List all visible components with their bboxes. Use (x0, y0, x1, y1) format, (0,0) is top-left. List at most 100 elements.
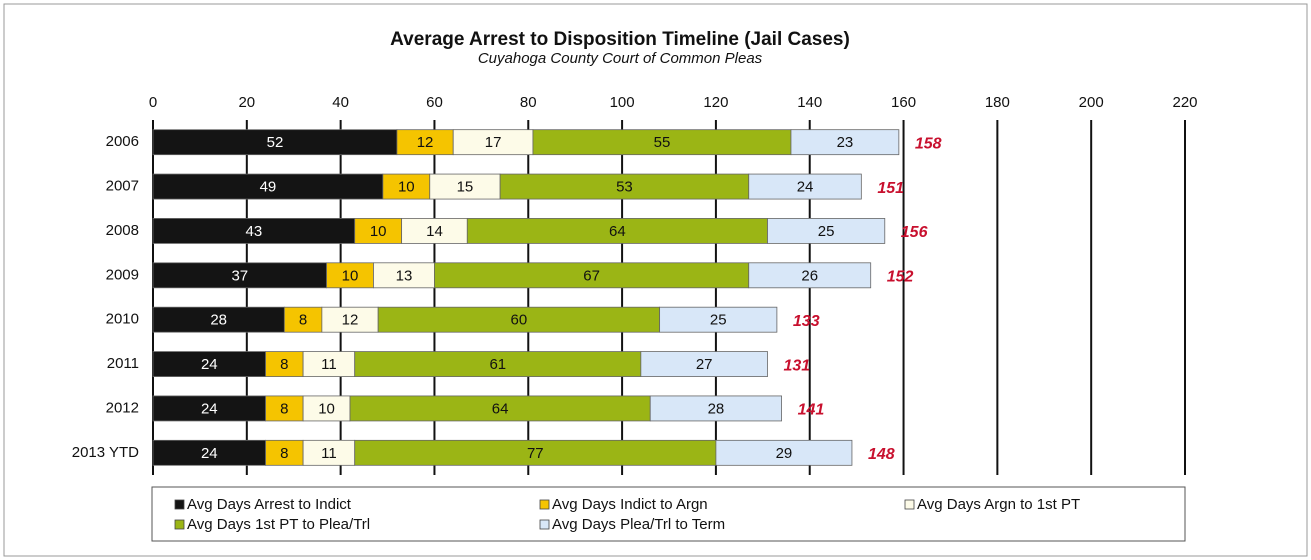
data-label: 24 (201, 445, 218, 462)
x-tick-label: 120 (703, 94, 728, 111)
x-tick-label: 160 (891, 94, 916, 111)
data-label: 14 (426, 223, 443, 240)
bar-segment (265, 395, 304, 422)
bar-segment (659, 306, 778, 333)
data-label: 11 (321, 445, 337, 462)
chart-title: Average Arrest to Disposition Timeline (… (390, 29, 850, 50)
x-tick-label: 80 (520, 94, 537, 111)
legend-swatch (539, 519, 550, 530)
x-tick-label: 200 (1079, 94, 1104, 111)
total-label: 152 (887, 269, 914, 286)
data-label: 13 (396, 267, 413, 284)
y-tick-label: 2009 (106, 266, 139, 283)
data-label: 10 (342, 267, 359, 284)
legend-box (151, 486, 1186, 542)
data-label: 49 (260, 179, 277, 196)
data-label: 12 (417, 134, 434, 151)
y-tick-label: 2012 (106, 399, 139, 416)
x-tick-label: 220 (1172, 94, 1197, 111)
data-label: 8 (299, 312, 307, 329)
bar-segment (354, 218, 403, 244)
total-label: 131 (784, 357, 811, 374)
bar-segment (790, 129, 900, 156)
legend-label: Avg Days Arrest to Indict (187, 496, 352, 513)
data-label: 17 (485, 134, 502, 151)
y-tick-label: 2008 (106, 222, 139, 239)
data-label: 10 (318, 400, 335, 417)
data-label: 10 (398, 179, 415, 196)
y-tick-label: 2013 YTD (72, 444, 139, 461)
x-tick-label: 140 (797, 94, 822, 111)
bar-segment (349, 395, 651, 422)
bar-segment (532, 129, 792, 156)
bar-segment (382, 173, 431, 200)
x-tick-label: 100 (610, 94, 635, 111)
legend-swatch (539, 499, 550, 510)
y-tick-label: 2007 (106, 178, 139, 195)
bar-segment (152, 351, 266, 377)
legend-swatch (174, 499, 185, 510)
total-label: 151 (877, 180, 904, 197)
bar-segment (748, 262, 872, 289)
y-tick-label: 2006 (106, 133, 139, 150)
bar-segment (640, 351, 768, 377)
bar-segment (401, 218, 468, 244)
bar-segment (152, 129, 398, 156)
data-label: 24 (201, 356, 218, 373)
bar-segment (767, 218, 886, 244)
legend-label: Avg Days Plea/Trl to Term (552, 516, 725, 533)
bar-segment (152, 218, 356, 244)
data-label: 8 (280, 445, 288, 462)
bar-segment (466, 218, 768, 244)
data-label: 64 (492, 400, 509, 417)
data-label: 8 (280, 400, 288, 417)
bar-segment (452, 129, 534, 156)
data-label: 53 (616, 179, 633, 196)
bar-segment (649, 395, 782, 422)
data-label: 28 (210, 312, 227, 329)
bar-segment (326, 262, 374, 289)
total-label: 141 (798, 402, 825, 419)
bar-segment (748, 173, 862, 200)
data-label: 29 (776, 445, 793, 462)
x-tick-label: 180 (985, 94, 1010, 111)
data-label: 64 (609, 223, 626, 240)
bar-segment (354, 351, 642, 377)
bar-segment (499, 173, 750, 200)
bar-segment (302, 395, 351, 422)
y-tick-label: 2011 (107, 355, 139, 372)
data-label: 77 (527, 445, 544, 462)
bar-segment (265, 439, 304, 466)
y-tick-label: 2010 (106, 311, 139, 328)
bar-segment (302, 439, 356, 466)
x-tick-label: 40 (332, 94, 349, 111)
bar-segment (396, 129, 454, 156)
data-label: 24 (201, 400, 218, 417)
x-tick-label: 0 (149, 94, 157, 111)
data-label: 12 (342, 312, 359, 329)
data-label: 23 (837, 134, 854, 151)
data-label: 37 (231, 267, 248, 284)
total-label: 158 (915, 135, 942, 152)
data-label: 15 (457, 179, 474, 196)
bar-segment (377, 306, 661, 333)
data-label: 8 (280, 356, 288, 373)
data-label: 60 (511, 312, 528, 329)
total-label: 148 (868, 446, 895, 463)
legend-swatch (904, 499, 915, 510)
bar-segment (321, 306, 379, 333)
legend-label: Avg Days Argn to 1st PT (917, 496, 1080, 513)
data-label: 10 (370, 223, 387, 240)
data-label: 11 (321, 356, 337, 373)
total-label: 156 (901, 224, 928, 241)
data-label: 28 (708, 400, 725, 417)
chart-subtitle: Cuyahoga County Court of Common Pleas (478, 50, 763, 67)
x-tick-label: 20 (238, 94, 255, 111)
legend-label: Avg Days Indict to Argn (552, 496, 708, 513)
bar-segment (152, 262, 327, 289)
bar-segment (429, 173, 501, 200)
data-label: 67 (583, 267, 600, 284)
bar-segment (152, 395, 266, 422)
data-label: 27 (696, 356, 713, 373)
